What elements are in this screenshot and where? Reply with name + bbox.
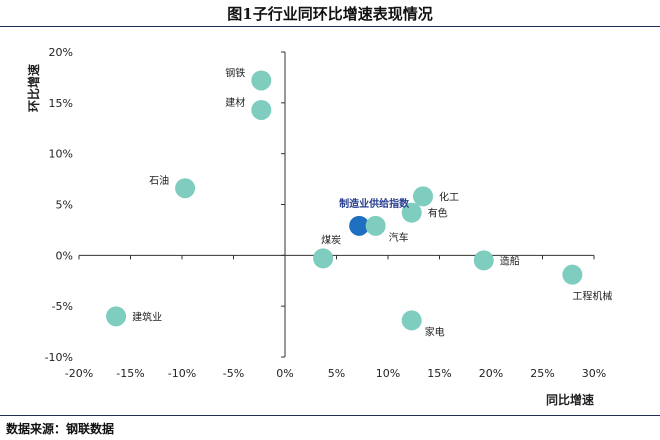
y-axis-title: 环比增速	[26, 64, 41, 112]
scatter-point	[313, 248, 334, 269]
x-tick-label: -10%	[168, 367, 196, 380]
x-tick-label: 5%	[328, 367, 345, 380]
y-tick-label: 15%	[49, 97, 73, 110]
point-label: 钢铁	[225, 66, 245, 79]
scatter-point	[413, 186, 434, 207]
y-tick-label: 5%	[56, 199, 73, 212]
scatter-point	[401, 202, 422, 223]
point-label: 家电	[425, 325, 445, 338]
scatter-point	[473, 250, 494, 271]
scatter-point	[562, 264, 583, 285]
point-label: 工程机械	[572, 290, 612, 303]
point-label: 造船	[500, 254, 520, 267]
data-source: 数据来源：钢联数据	[6, 422, 115, 436]
x-axis-title: 同比增速	[546, 392, 594, 407]
scatter-point	[106, 306, 127, 327]
scatter-point	[251, 99, 272, 120]
point-label: 制造业供给指数	[339, 197, 410, 210]
scatter-point	[365, 215, 386, 236]
point-label: 煤炭	[321, 233, 341, 246]
scatter-point	[175, 178, 196, 199]
scatter-point	[251, 70, 272, 91]
x-tick-label: -20%	[65, 367, 93, 380]
x-tick-label: 15%	[427, 367, 451, 380]
footer-divider	[0, 415, 660, 416]
point-label: 石油	[149, 174, 169, 187]
x-tick-label: 0%	[276, 367, 293, 380]
point-label: 建材	[225, 96, 245, 109]
point-label: 化工	[439, 190, 459, 203]
y-tick-label: 10%	[49, 148, 73, 161]
y-tick-label: 20%	[49, 46, 73, 59]
scatter-point	[401, 310, 422, 331]
x-tick-label: -15%	[116, 367, 144, 380]
scatter-point-highlight	[349, 215, 370, 236]
y-tick-label: -5%	[52, 300, 73, 313]
point-label: 建筑业	[132, 310, 162, 323]
chart-title: 图1子行业同环比增速表现情况	[227, 5, 433, 23]
x-tick-label: 30%	[582, 367, 606, 380]
point-label: 有色	[428, 207, 448, 220]
x-tick-label: 10%	[376, 367, 400, 380]
point-label: 汽车	[389, 231, 409, 244]
x-tick-label: 25%	[530, 367, 554, 380]
y-tick-label: 0%	[56, 249, 73, 262]
x-tick-label: 20%	[479, 367, 503, 380]
title-bar: 图1子行业同环比增速表现情况	[0, 0, 660, 27]
y-tick-label: -10%	[45, 351, 73, 364]
x-tick-label: -5%	[223, 367, 244, 380]
